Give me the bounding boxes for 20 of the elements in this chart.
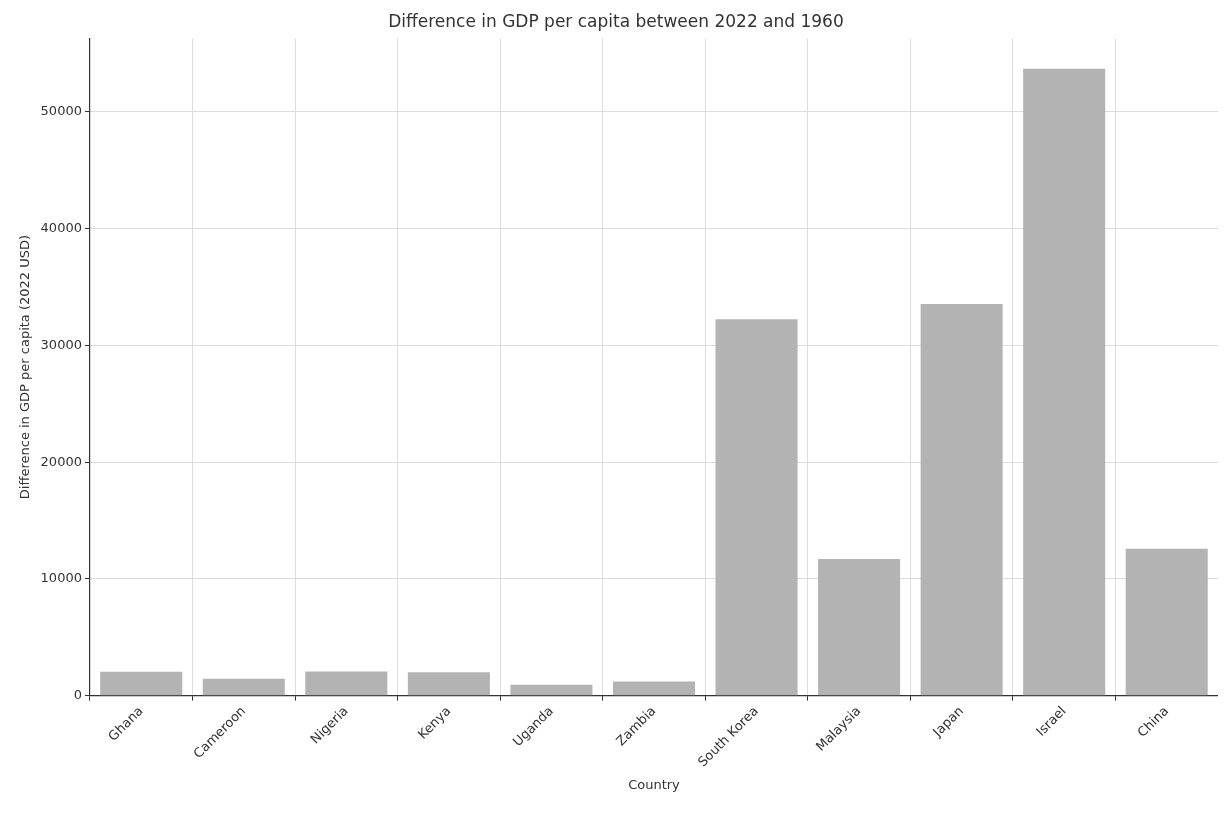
bar <box>612 681 695 696</box>
y-tick-label: 30000 <box>40 336 82 352</box>
y-tick-label: 10000 <box>40 570 82 586</box>
bar <box>407 672 490 696</box>
y-axis-title: Difference in GDP per capita (2022 USD) <box>17 234 33 500</box>
chart-title: Difference in GDP per capita between 2022 and 1960 <box>388 10 844 31</box>
y-tick-label: 50000 <box>40 103 82 119</box>
bar <box>305 671 388 696</box>
bar <box>202 678 285 696</box>
bar <box>818 559 901 696</box>
bar <box>920 303 1003 696</box>
bar <box>510 684 593 696</box>
bar <box>1125 548 1208 696</box>
bar <box>715 319 798 696</box>
x-axis-title: Country <box>628 776 681 792</box>
y-tick-label: 0 <box>73 687 82 703</box>
y-tick-label: 40000 <box>40 220 82 236</box>
bar <box>100 671 183 696</box>
y-tick-label: 20000 <box>40 453 82 469</box>
bar <box>1023 68 1106 696</box>
